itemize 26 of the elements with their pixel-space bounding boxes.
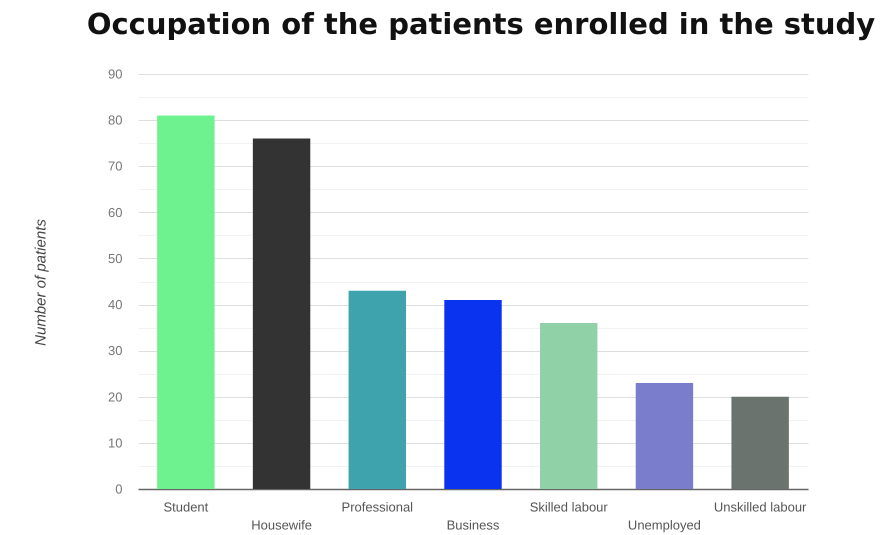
- y-tick-label: 10: [108, 435, 122, 450]
- x-tick-label: Business: [446, 518, 500, 532]
- y-axis-title: Number of patients: [32, 218, 50, 346]
- bar: [636, 382, 694, 489]
- y-tick-label: 40: [108, 297, 122, 312]
- x-tick-label: Unemployed: [628, 518, 701, 532]
- bar: [157, 116, 215, 489]
- x-tick-label: Unskilled labour: [714, 500, 808, 514]
- y-tick-label: 20: [108, 389, 122, 404]
- bar: [731, 396, 789, 489]
- bar: [444, 300, 502, 489]
- y-tick-label: 90: [108, 66, 122, 82]
- x-tick-label: Skilled labour: [530, 500, 608, 514]
- x-tick-label: Student: [163, 500, 209, 514]
- y-tick-label: 30: [108, 343, 122, 358]
- y-tick-label: 70: [108, 158, 122, 174]
- x-tick-label: Professional: [342, 500, 414, 514]
- y-tick-label: 60: [108, 204, 122, 220]
- bar: [252, 138, 310, 489]
- y-tick-label: 0: [115, 482, 122, 496]
- y-tick-label: 80: [108, 112, 122, 128]
- bar: [348, 290, 406, 489]
- bar: [540, 323, 598, 489]
- x-tick-label: Housewife: [251, 518, 312, 532]
- y-tick-label: 50: [108, 250, 122, 266]
- chart-title: Occupation of the patients enrolled in the study: [86, 7, 876, 41]
